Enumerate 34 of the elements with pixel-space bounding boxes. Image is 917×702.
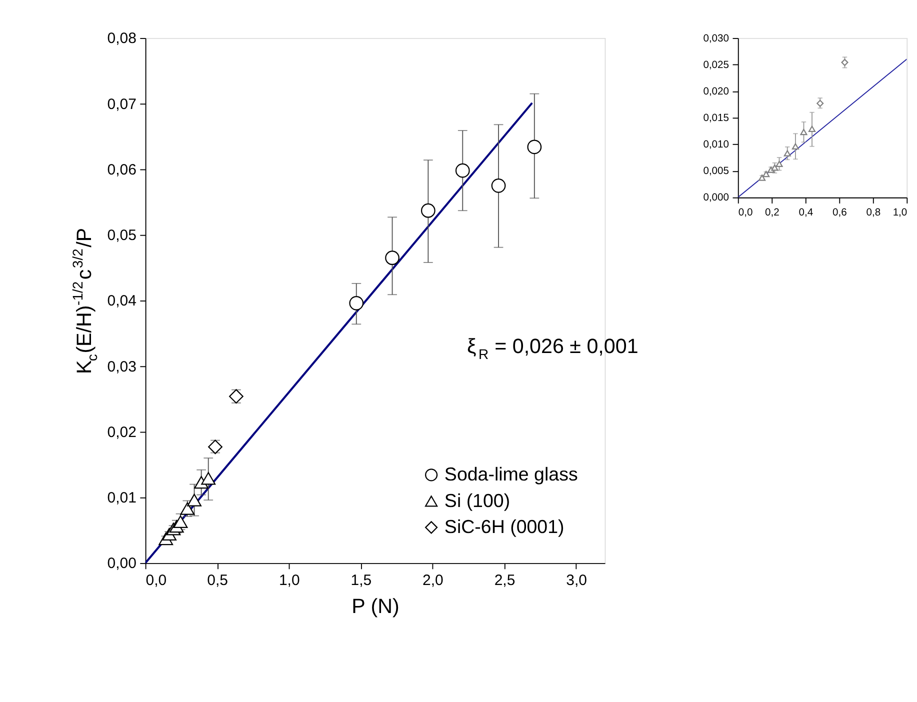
y-tick-label: 0,030 (703, 33, 730, 44)
x-tick-label: 3,0 (566, 572, 587, 590)
x-tick-label: 0,4 (798, 208, 814, 219)
legend-label: Si (100) (444, 490, 510, 511)
legend-label: Soda-lime glass (444, 464, 578, 485)
y-tick-label: 0,00 (107, 555, 136, 572)
x-tick-label: 0,5 (207, 572, 228, 590)
y-tick-label: 0,025 (703, 60, 730, 71)
legend-label: SiC-6H (0001) (444, 516, 564, 538)
x-tick-label: 2,5 (494, 572, 516, 590)
y-tick-label: 0,01 (107, 490, 136, 507)
y-axis-title: Kc(E/H)-1/2c3/2/P (69, 228, 100, 374)
x-tick-label: 2,0 (422, 572, 444, 590)
y-tick-label: 0,04 (107, 292, 136, 310)
y-tick-label: 0,015 (703, 112, 730, 124)
y-tick-label: 0,020 (703, 86, 730, 98)
y-tick-label: 0,05 (107, 227, 136, 244)
x-tick-label: 1,0 (278, 572, 300, 590)
x-tick-label: 1,5 (350, 572, 372, 590)
y-tick-label: 0,010 (703, 140, 730, 151)
y-tick-label: 0,02 (107, 424, 136, 441)
x-tick-label: 0,0 (738, 208, 753, 219)
y-tick-label: 0,03 (107, 358, 136, 376)
x-tick-label: 0,6 (832, 208, 848, 219)
y-tick-label: 0,07 (107, 96, 136, 113)
y-tick-label: 0,000 (703, 192, 730, 204)
x-axis-title: P (N) (352, 595, 400, 618)
y-tick-label: 0,08 (107, 30, 136, 48)
x-tick-label: 1,0 (892, 208, 908, 219)
x-tick-label: 0,8 (866, 208, 881, 219)
x-tick-label: 0,0 (146, 572, 167, 590)
y-tick-label: 0,005 (703, 166, 730, 178)
y-tick-label: 0,06 (107, 161, 136, 178)
x-tick-label: 0,2 (764, 208, 780, 219)
